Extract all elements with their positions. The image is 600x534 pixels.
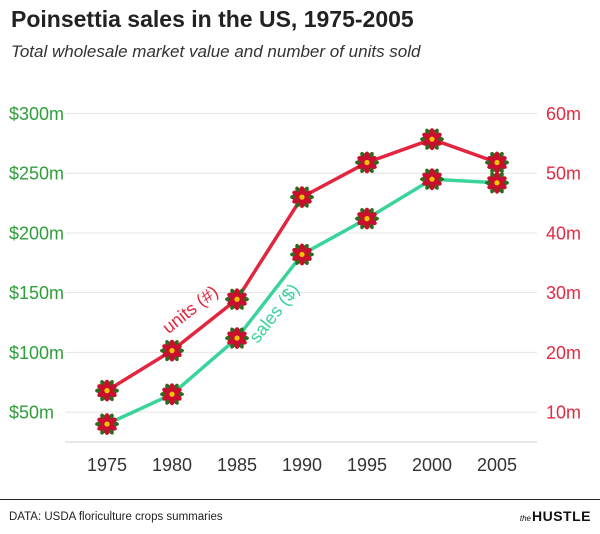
poinsettia-marker [160,383,184,406]
poinsettia-marker [355,151,379,174]
right-tick-label: 20m [546,343,581,363]
poinsettia-marker [95,413,119,436]
x-tick-label: 1990 [282,455,322,475]
x-tick-label: 1975 [87,455,127,475]
series-label: units (#) [158,281,221,337]
right-axis-ticks: 10m 20m 30m 40m 50m 60m [546,104,581,423]
left-tick-label: $100m [9,343,64,363]
x-tick-label: 1995 [347,455,387,475]
poinsettia-marker [420,128,444,151]
footer-divider [0,499,600,500]
left-tick-label: $250m [9,164,64,184]
brand-logo: theHUSTLE [520,508,591,524]
poinsettia-marker [420,168,444,191]
poinsettia-marker [95,379,119,402]
poinsettia-marker [225,288,249,311]
poinsettia-marker [290,243,314,266]
x-tick-label: 2000 [412,455,452,475]
poinsettia-marker [355,207,379,230]
source-note: DATA: USDA floriculture crops summaries [9,511,223,523]
brand-name: HUSTLE [532,508,591,524]
gridlines [65,113,537,443]
right-tick-label: 30m [546,283,581,303]
left-tick-label: $50m [9,403,54,423]
poinsettia-marker [485,171,509,194]
chart-title: Poinsettia sales in the US, 1975-2005 [11,6,414,32]
right-tick-label: 40m [546,223,581,243]
right-tick-label: 10m [546,403,581,423]
x-tick-label: 1985 [217,455,257,475]
brand-prefix: the [519,514,531,523]
poinsettia-marker [290,186,314,209]
x-axis-ticks: 1975 1980 1985 1990 1995 2000 2005 [87,455,517,475]
left-tick-label: $200m [9,223,64,243]
right-tick-label: 60m [546,104,581,124]
right-tick-label: 50m [546,164,581,184]
poinsettia-marker [225,327,249,350]
poinsettia-marker [160,339,184,362]
chart-subtitle: Total wholesale market value and number … [11,42,421,61]
poinsettia-markers [95,128,509,436]
left-axis-ticks: $50m $100m $150m $200m $250m $300m [9,104,64,423]
left-tick-label: $150m [9,283,64,303]
x-tick-label: 2005 [477,455,517,475]
x-tick-label: 1980 [152,455,192,475]
poinsettia-marker [485,151,509,174]
left-tick-label: $300m [9,104,64,124]
